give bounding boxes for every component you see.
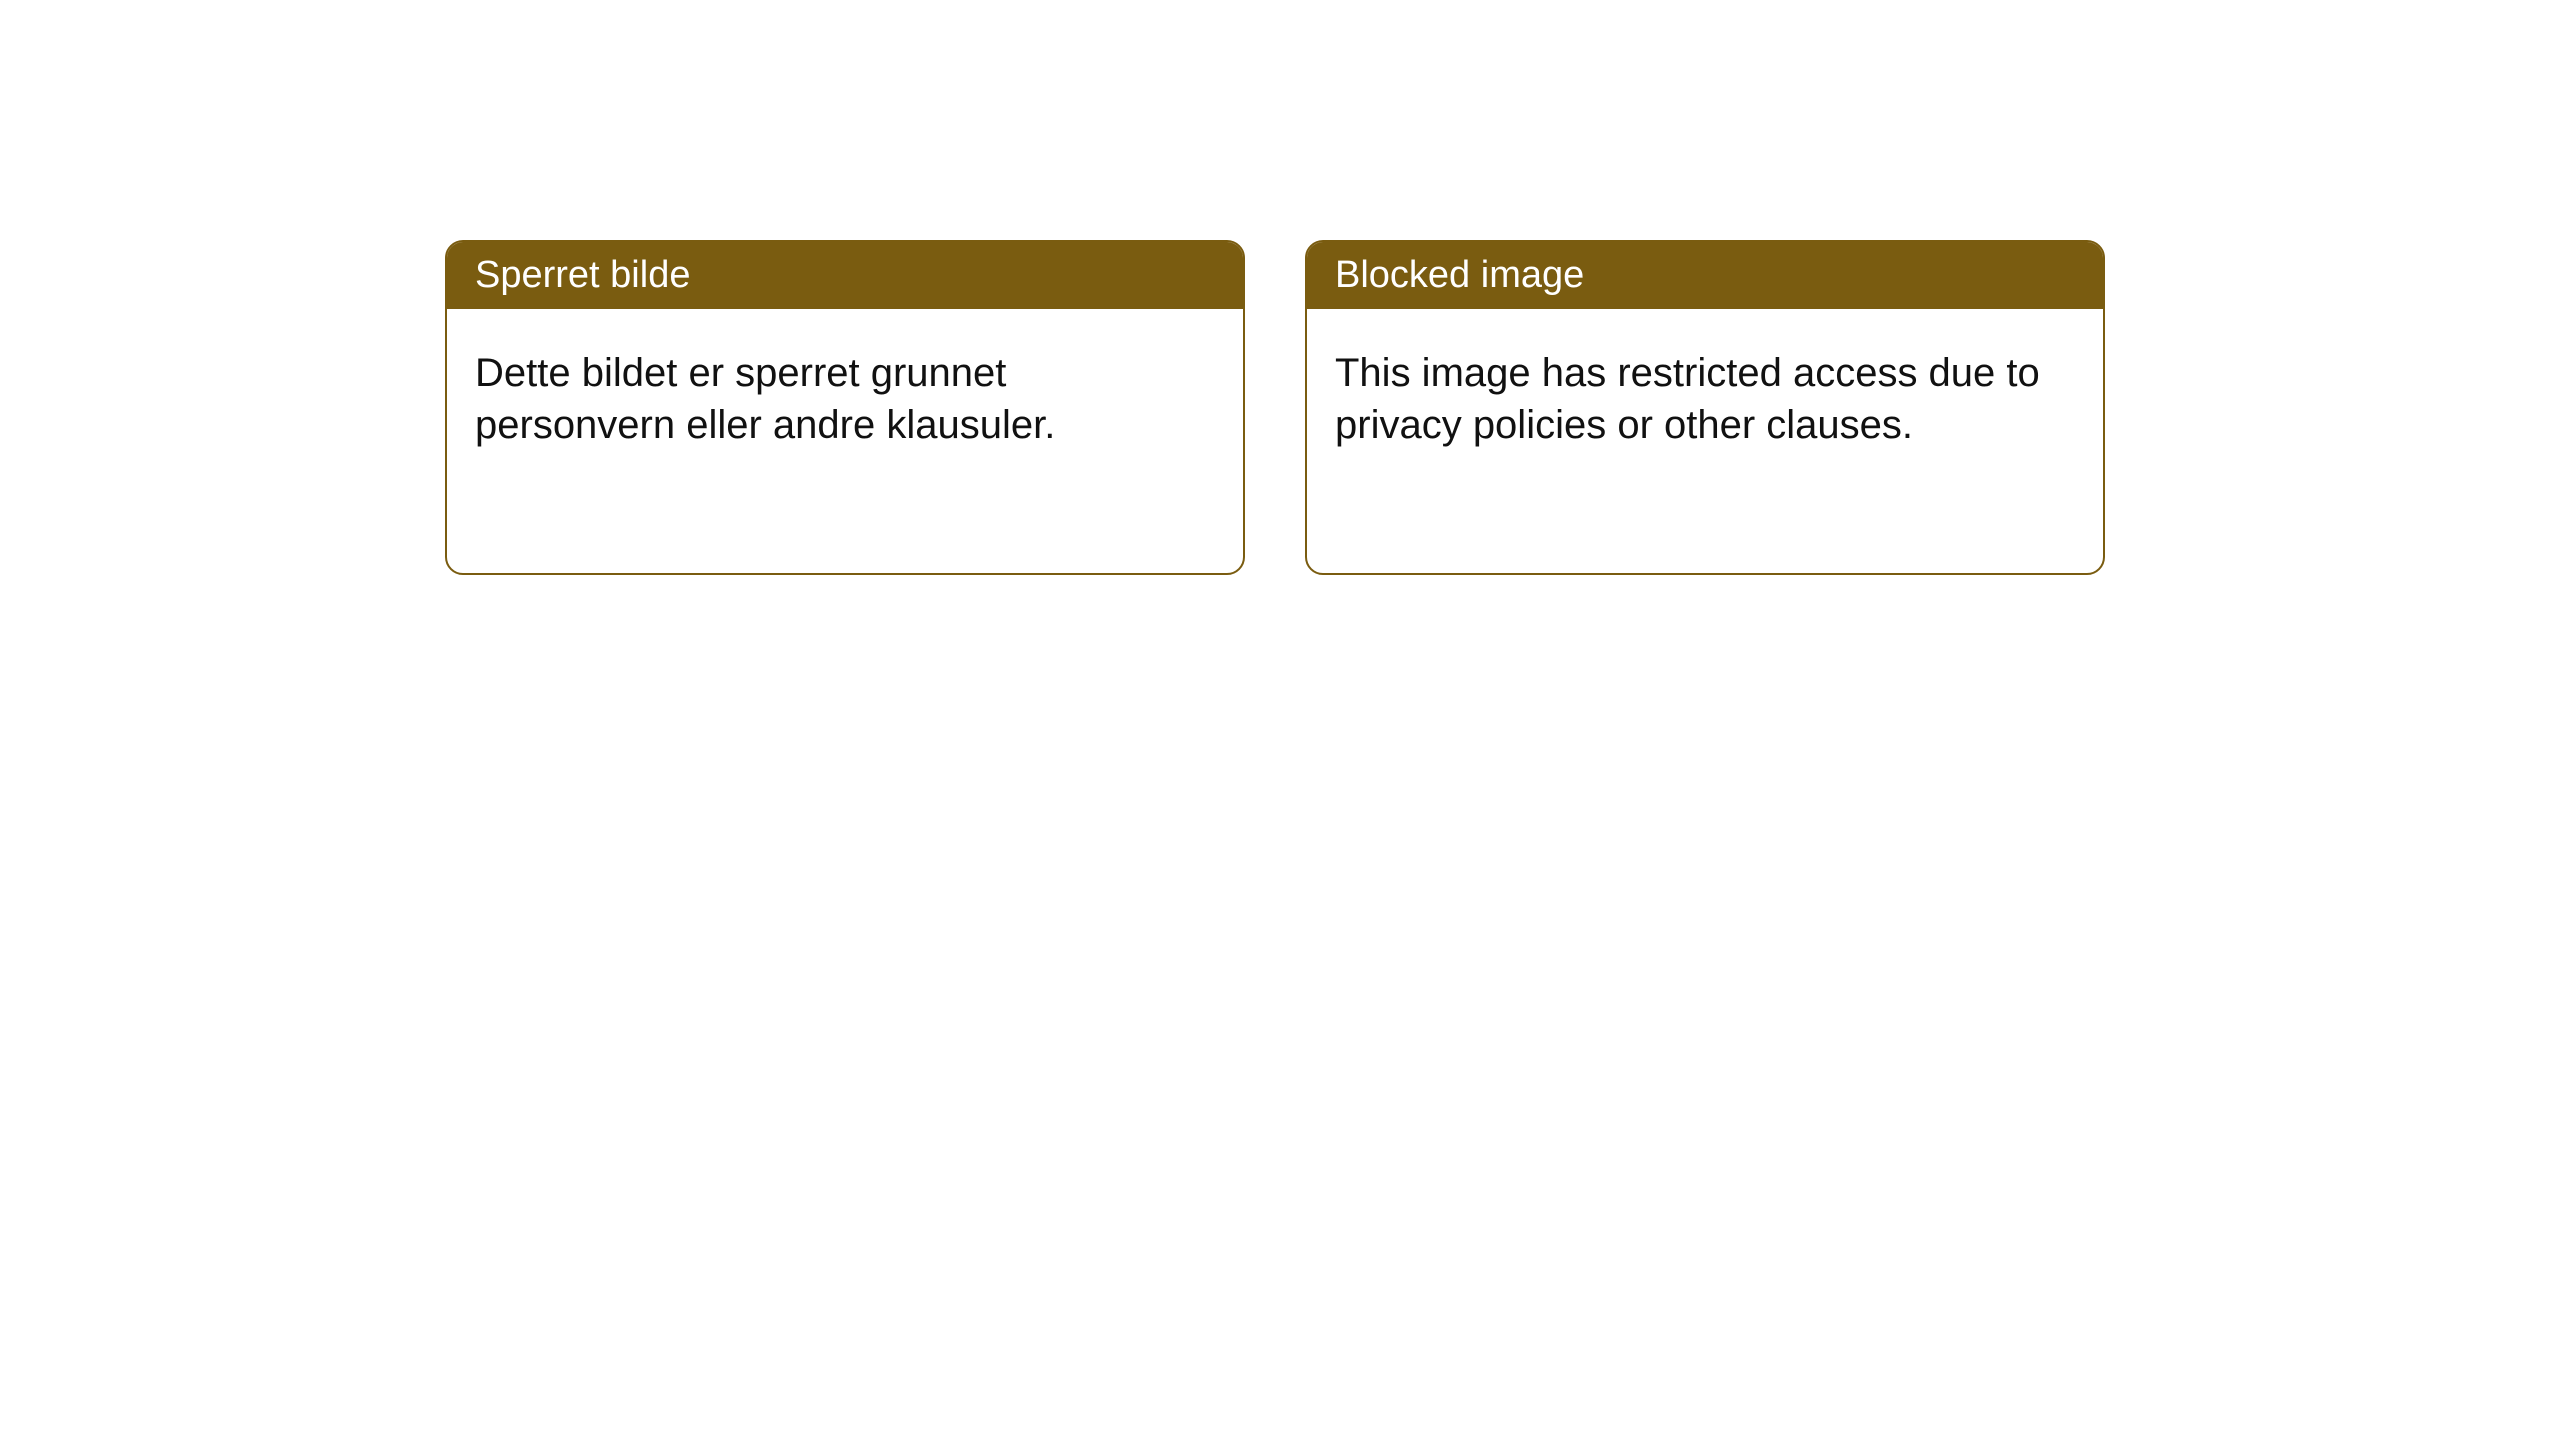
blocked-image-notice-group: Sperret bilde Dette bildet er sperret gr… bbox=[445, 240, 2560, 575]
card-header-en: Blocked image bbox=[1307, 242, 2103, 309]
card-body-no: Dette bildet er sperret grunnet personve… bbox=[447, 309, 1243, 489]
blocked-image-card-en: Blocked image This image has restricted … bbox=[1305, 240, 2105, 575]
card-body-en: This image has restricted access due to … bbox=[1307, 309, 2103, 489]
card-header-no: Sperret bilde bbox=[447, 242, 1243, 309]
blocked-image-card-no: Sperret bilde Dette bildet er sperret gr… bbox=[445, 240, 1245, 575]
